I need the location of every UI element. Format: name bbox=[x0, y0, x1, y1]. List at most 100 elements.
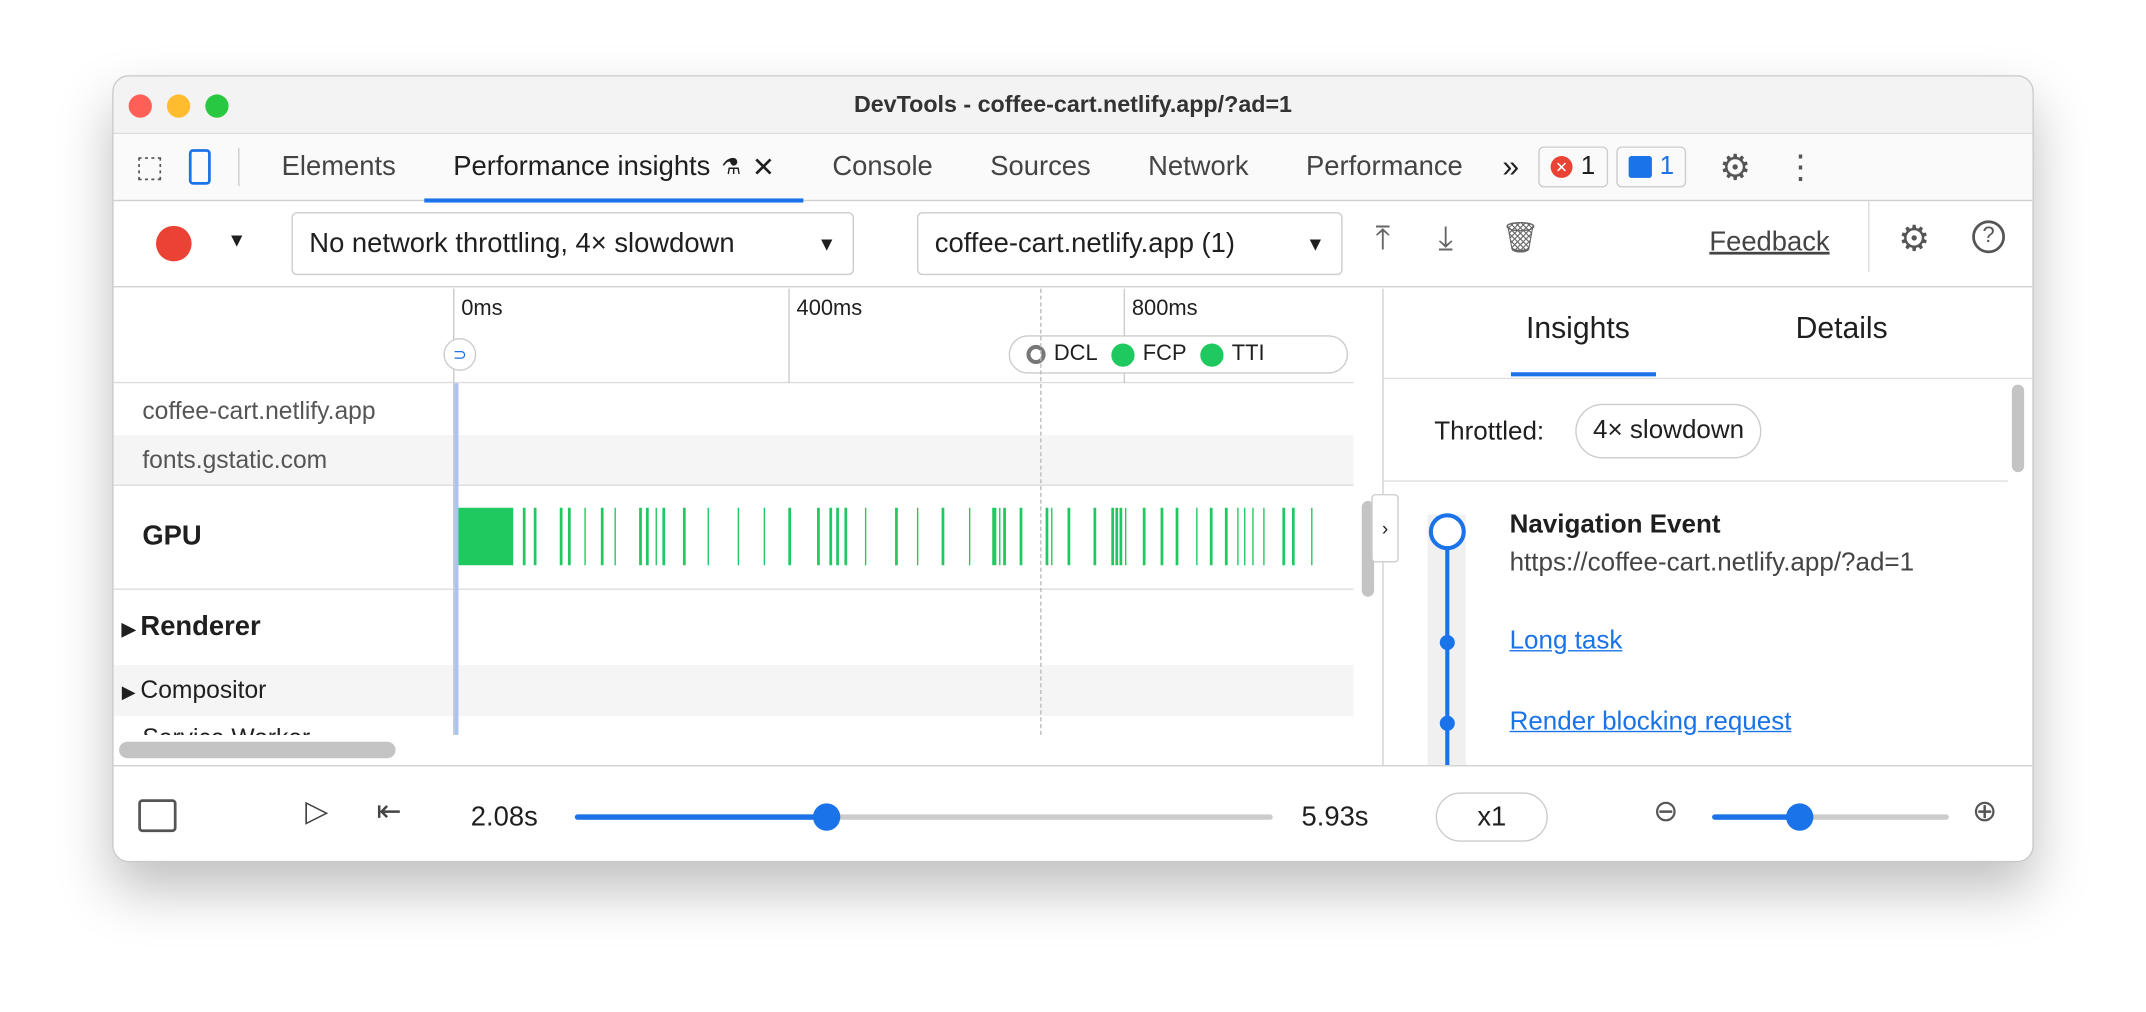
close-tab-icon[interactable]: ✕ bbox=[751, 152, 775, 183]
messages-badge[interactable]: 1 bbox=[1615, 146, 1687, 188]
gpu-event-bar[interactable] bbox=[1195, 507, 1199, 566]
recording-select[interactable]: coffee-cart.netlify.app (1) ▼ bbox=[916, 212, 1343, 276]
toggle-sidebar-button[interactable]: › bbox=[1371, 494, 1399, 563]
gpu-event-bar[interactable] bbox=[1310, 507, 1313, 566]
compositor-track[interactable]: ▶ Compositor bbox=[113, 665, 1354, 716]
screenshot-preview-icon[interactable] bbox=[138, 799, 177, 833]
gpu-event-bar[interactable] bbox=[559, 507, 562, 566]
horizontal-scrollbar[interactable] bbox=[119, 741, 396, 759]
long-task-link[interactable]: Long task bbox=[1509, 626, 1623, 656]
gpu-event-bar[interactable] bbox=[1003, 507, 1006, 566]
gpu-event-bar[interactable] bbox=[788, 507, 791, 566]
vertical-scrollbar[interactable] bbox=[2011, 384, 2025, 473]
settings-icon[interactable]: ⚙ bbox=[1898, 217, 1931, 259]
record-menu-caret-icon[interactable]: ▼ bbox=[227, 228, 247, 251]
gpu-event-bar[interactable] bbox=[1093, 507, 1096, 566]
tab-network[interactable]: Network bbox=[1148, 151, 1249, 182]
gpu-event-bar[interactable] bbox=[998, 507, 1002, 566]
gpu-event-bar[interactable] bbox=[894, 507, 898, 566]
tab-performance-insights[interactable]: Performance insights ⚗ ✕ bbox=[424, 133, 804, 202]
help-icon[interactable]: ? bbox=[1972, 220, 2005, 254]
renderer-track[interactable]: ▶ Renderer bbox=[114, 590, 1354, 665]
gpu-event-bar[interactable] bbox=[614, 507, 617, 566]
more-options-icon[interactable]: ⋮ bbox=[1783, 148, 1817, 186]
gpu-event-bar[interactable] bbox=[1019, 507, 1023, 566]
gpu-event-bar[interactable] bbox=[583, 507, 587, 566]
gpu-event-bar[interactable] bbox=[817, 507, 820, 566]
more-tabs-icon[interactable]: » bbox=[1502, 149, 1520, 184]
gpu-event-bar[interactable] bbox=[737, 507, 740, 566]
gpu-event-bar[interactable] bbox=[1115, 507, 1118, 566]
timeline-slider[interactable] bbox=[574, 803, 1273, 831]
expand-triangle-icon[interactable]: ▶ bbox=[121, 618, 141, 640]
gpu-event-bar[interactable] bbox=[1243, 507, 1246, 566]
gpu-event-bar[interactable] bbox=[1175, 507, 1178, 566]
tab-insights[interactable]: Insights bbox=[1525, 310, 1630, 345]
gpu-event-bar[interactable] bbox=[1045, 507, 1049, 566]
gpu-event-bar[interactable] bbox=[646, 507, 649, 566]
zoom-in-icon[interactable]: ⊕ bbox=[1972, 793, 1998, 829]
expand-triangle-icon[interactable]: ▶ bbox=[121, 681, 141, 703]
gpu-event-bar[interactable] bbox=[600, 507, 603, 566]
jump-to-start-icon[interactable]: ⇤ bbox=[376, 793, 402, 829]
gpu-event-bar[interactable] bbox=[829, 507, 832, 566]
gpu-event-bar[interactable] bbox=[1050, 507, 1054, 566]
service-worker-track[interactable]: Service Worker bbox=[114, 716, 1354, 735]
gpu-event-bar[interactable] bbox=[994, 507, 997, 566]
gpu-event-bar[interactable] bbox=[916, 507, 919, 566]
gpu-event-bar[interactable] bbox=[1160, 507, 1163, 566]
gpu-event-bar[interactable] bbox=[1237, 507, 1240, 566]
zoom-button[interactable] bbox=[205, 94, 229, 118]
close-button[interactable] bbox=[128, 94, 152, 118]
gpu-event-bar[interactable] bbox=[639, 507, 642, 566]
settings-gear-icon[interactable]: ⚙ bbox=[1719, 145, 1752, 187]
playhead-handle[interactable]: ⊃ bbox=[443, 338, 477, 371]
gpu-event-bar[interactable] bbox=[1282, 507, 1285, 566]
tab-performance[interactable]: Performance bbox=[1306, 151, 1463, 182]
zoom-slider[interactable] bbox=[1712, 803, 1949, 831]
errors-badge[interactable]: ✕ 1 bbox=[1538, 146, 1608, 188]
playback-speed-button[interactable]: x1 bbox=[1435, 792, 1548, 842]
play-icon[interactable]: ▷ bbox=[305, 793, 329, 829]
throttling-select[interactable]: No network throttling, 4× slowdown ▼ bbox=[291, 212, 855, 276]
gpu-event-bar[interactable] bbox=[1225, 507, 1228, 566]
tab-sources[interactable]: Sources bbox=[990, 151, 1091, 182]
gpu-event-bar[interactable] bbox=[1292, 507, 1295, 566]
device-toolbar-icon[interactable] bbox=[188, 149, 211, 185]
gpu-event-bar[interactable] bbox=[763, 507, 766, 566]
tab-elements[interactable]: Elements bbox=[281, 151, 396, 182]
gpu-event-bar[interactable] bbox=[522, 507, 525, 566]
gpu-event-bar[interactable] bbox=[1262, 507, 1266, 566]
gpu-event-bar[interactable] bbox=[533, 507, 536, 566]
slider-thumb[interactable] bbox=[1786, 803, 1814, 831]
gpu-event-bar[interactable] bbox=[941, 507, 945, 566]
gpu-event-bar[interactable] bbox=[455, 507, 513, 566]
gpu-event-bar[interactable] bbox=[1119, 507, 1122, 566]
minimize-button[interactable] bbox=[166, 94, 191, 118]
gpu-event-bar[interactable] bbox=[864, 507, 867, 566]
gpu-event-bar[interactable] bbox=[707, 507, 710, 566]
gpu-event-bar[interactable] bbox=[1252, 507, 1255, 566]
download-icon[interactable]: ⤓ bbox=[1438, 220, 1453, 258]
inspect-element-icon[interactable]: ⬚ bbox=[135, 149, 164, 184]
gpu-event-bar[interactable] bbox=[844, 507, 847, 566]
record-button[interactable] bbox=[156, 225, 192, 262]
upload-icon[interactable]: ⤒ bbox=[1375, 220, 1390, 258]
tab-console[interactable]: Console bbox=[832, 151, 933, 182]
gpu-event-bar[interactable] bbox=[1124, 507, 1127, 566]
gpu-event-bar[interactable] bbox=[655, 507, 658, 566]
gpu-event-bar[interactable] bbox=[1143, 507, 1146, 566]
gpu-event-bar[interactable] bbox=[1210, 507, 1213, 566]
vertical-scrollbar[interactable] bbox=[1361, 500, 1375, 597]
delete-trash-icon[interactable]: 🗑 bbox=[1501, 220, 1540, 255]
gpu-event-bar[interactable] bbox=[1111, 507, 1114, 566]
tab-details[interactable]: Details bbox=[1795, 310, 1888, 345]
gpu-event-bar[interactable] bbox=[992, 507, 995, 566]
zoom-out-icon[interactable]: ⊖ bbox=[1653, 793, 1679, 829]
feedback-link[interactable]: Feedback bbox=[1709, 227, 1830, 258]
gpu-event-bar[interactable] bbox=[662, 507, 665, 566]
gpu-event-bar[interactable] bbox=[1067, 507, 1070, 566]
gpu-event-bar[interactable] bbox=[836, 507, 839, 566]
gpu-event-bar[interactable] bbox=[568, 507, 571, 566]
slider-thumb[interactable] bbox=[812, 803, 840, 831]
